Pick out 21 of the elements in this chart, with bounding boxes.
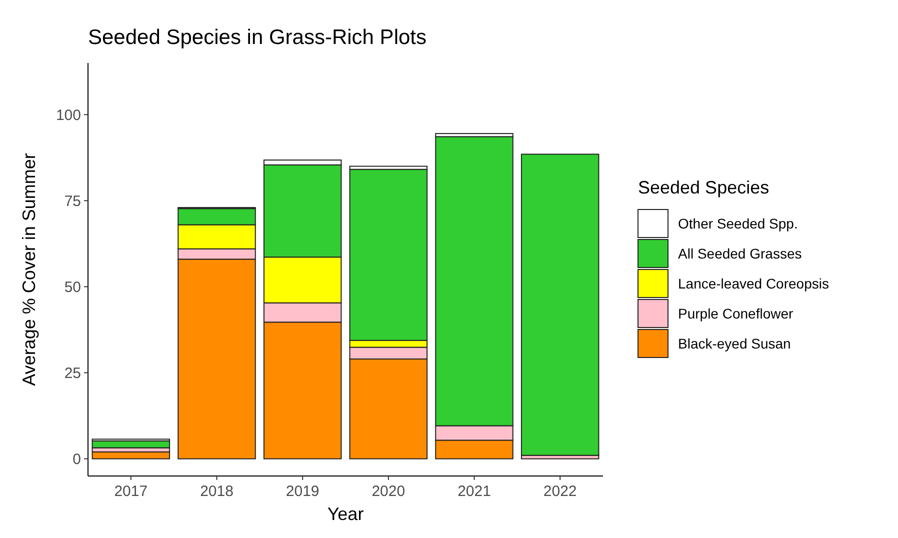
x-axis-title: Year — [327, 504, 364, 524]
y-axis-title: Average % Cover in Summer — [19, 153, 39, 386]
legend-label: Lance-leaved Coreopsis — [678, 275, 829, 292]
x-tick-label: 2022 — [543, 483, 577, 500]
x-tick-label: 2017 — [114, 483, 148, 500]
bar — [520, 154, 600, 456]
x-tick-label: 2021 — [458, 483, 491, 500]
legend-label: Purple Coneflower — [678, 305, 794, 322]
y-tick-label: 0 — [72, 451, 81, 468]
y-tick-label: 100 — [56, 106, 81, 124]
y-tick-label: 50 — [64, 278, 81, 296]
x-tick-label: 2019 — [286, 483, 320, 500]
x-tick-label: 2020 — [372, 483, 406, 500]
legend-label: Black-eyed Susan — [678, 335, 791, 352]
x-tick-label: 2018 — [200, 483, 234, 500]
y-tick-label: 75 — [64, 192, 81, 210]
legend-title: Seeded Species — [638, 178, 770, 198]
legend-label: All Seeded Grasses — [678, 245, 802, 262]
legend-label: Other Seeded Spp. — [678, 215, 798, 232]
y-tick-label: 25 — [64, 365, 81, 382]
chart-title: Seeded Species in Grass-Rich Plots — [88, 26, 426, 49]
